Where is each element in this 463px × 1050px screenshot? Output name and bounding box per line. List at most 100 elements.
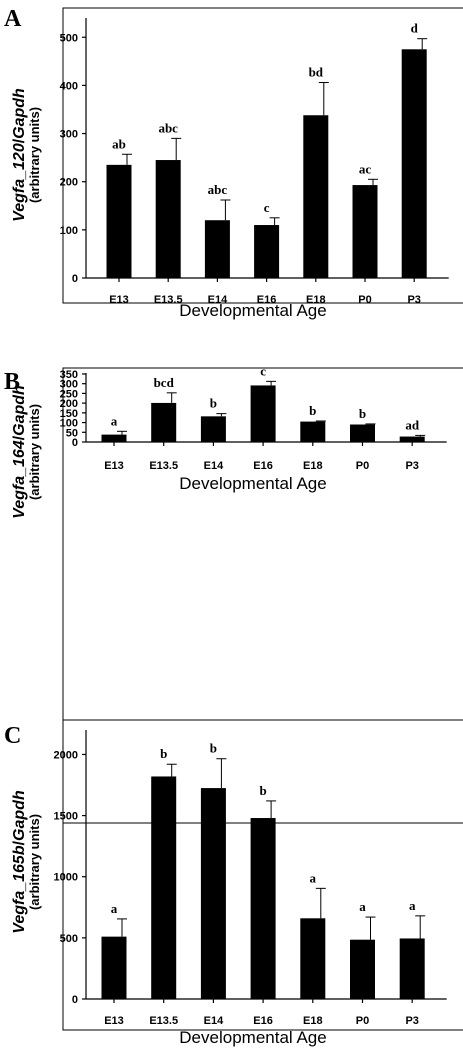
y-title-slash: / [11,138,28,143]
bar-e13-5 [151,776,177,999]
x-tick-label: P0 [356,460,369,472]
y-axis-title: Vegfa_165b/Gapdh (arbitrary units) [11,790,42,934]
significance-label: a [359,899,366,914]
bar-p0 [352,185,378,278]
bar-e13 [101,936,127,999]
y-axis-units: (arbitrary units) [27,814,42,910]
y-tick-label: 100 [60,225,78,237]
panel-label: C [4,723,21,749]
y-tick-label: 200 [60,398,78,410]
x-tick-label: E18 [306,294,326,306]
significance-label: a [310,870,317,885]
bar-e13 [106,164,132,278]
bar-p0 [350,424,375,442]
x-tick-label: P0 [356,1015,369,1027]
y-axis-units: (arbitrary units) [27,404,42,500]
svg-text:Vegfa_120/Gapdh: Vegfa_120/Gapdh [11,88,28,222]
chart-panel-c: C 0 500 1000 1500 2000 a E13 b E13.5 b E14 b E16 a E18 a… [4,719,463,1047]
significance-label: d [411,21,419,36]
x-tick-label: E14 [204,460,224,472]
significance-label: b [359,406,366,421]
y-tick-label: 50 [66,427,78,439]
y-tick-label: 500 [60,933,78,945]
significance-label: b [309,403,316,418]
x-tick-label: P3 [405,460,418,472]
bar-e16 [254,225,280,278]
significance-label: a [409,898,416,913]
bar-p3 [401,49,427,278]
panel-label: B [4,369,20,395]
y-tick-label: 200 [60,177,78,189]
bar-e13 [101,434,127,442]
y-tick-label: 100 [60,418,78,430]
y-tick-label: 300 [60,379,78,391]
y-tick-label: 150 [60,408,78,420]
bar-e18 [300,421,326,442]
bar-e18 [303,115,329,278]
x-tick-label: E13.5 [149,460,178,472]
y-title-slash: / [11,840,28,845]
y-title-slash: / [11,435,28,440]
y-tick-label: 500 [60,32,78,44]
x-axis-title: Developmental Age [179,474,326,493]
y-tick-label: 300 [60,129,78,141]
x-axis-title: Developmental Age [179,1028,326,1047]
y-tick-label: 0 [72,273,78,285]
x-tick-label: E18 [303,1015,323,1027]
y-tick-label: 400 [60,80,78,92]
x-tick-label: P3 [407,294,420,306]
y-tick-label: 0 [72,437,78,449]
significance-label: bcd [154,375,175,390]
y-title-gene: Vegfa_165b [11,845,28,934]
y-axis-title: Vegfa_120/Gapdh (arbitrary units) [11,88,42,222]
bar-e16 [250,818,276,999]
significance-label: ab [112,136,126,151]
bar-p3 [399,938,425,999]
x-tick-label: E13.5 [154,294,183,306]
y-title-gene: Vegfa_120 [11,143,28,222]
significance-label: b [210,741,217,756]
svg-text:Vegfa_165b/Gapdh: Vegfa_165b/Gapdh [11,790,28,934]
bar-e13-5 [151,402,177,442]
x-tick-label: E13 [104,1015,124,1027]
x-tick-label: E14 [204,1015,224,1027]
y-title-ref: Gapdh [11,88,28,139]
bar-e14 [200,788,226,999]
significance-label: b [210,396,217,411]
y-tick-label: 2000 [54,749,78,761]
significance-label: a [111,413,118,428]
chart-panel-a: A 0 100 200 300 400 500 ab E13 abc E13.5 abc E14 c E16… [4,6,463,320]
y-tick-label: 0 [72,994,78,1006]
svg-text:Vegfa_164/Gapdh: Vegfa_164/Gapdh [11,385,28,519]
x-tick-label: E16 [257,294,277,306]
y-tick-label: 250 [60,388,78,400]
bar-e18 [300,918,326,999]
x-tick-label: E14 [208,294,228,306]
significance-label: abc [208,182,228,197]
bar-p3 [399,436,425,442]
x-axis-title: Developmental Age [179,301,326,320]
x-tick-label: E16 [253,1015,273,1027]
significance-label: b [259,783,266,798]
significance-label: c [264,200,270,215]
bar-e13-5 [155,160,181,278]
significance-label: a [111,901,118,916]
y-tick-label: 1000 [54,872,78,884]
bar-e16 [250,385,276,442]
plot-frame [62,367,463,824]
x-tick-label: P0 [358,294,371,306]
significance-label: b [160,746,167,761]
x-tick-label: E13 [104,460,124,472]
plot-frame [62,7,463,304]
y-axis-title: Vegfa_164/Gapdh (arbitrary units) [11,385,42,519]
x-tick-label: P3 [405,1015,418,1027]
significance-label: abc [158,120,178,135]
bar-e14 [200,416,226,442]
x-tick-label: E13 [109,294,129,306]
significance-label: c [260,363,266,378]
x-tick-label: E16 [253,460,273,472]
significance-label: bd [309,65,324,80]
bar-e14 [204,220,230,278]
